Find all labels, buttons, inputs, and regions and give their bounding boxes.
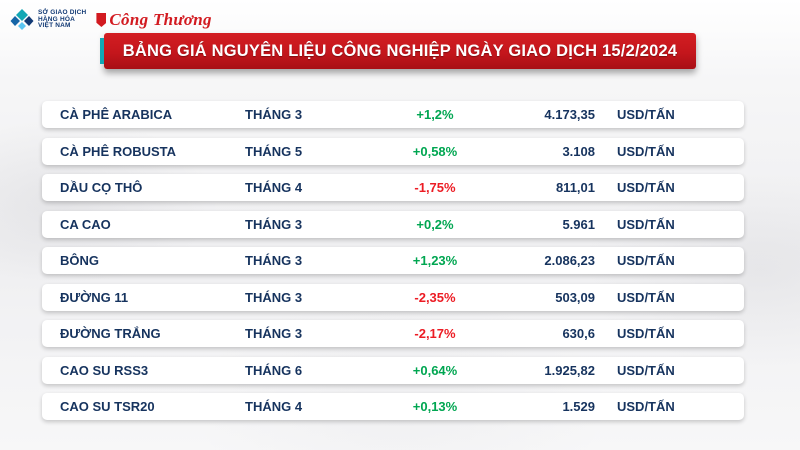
congthuong-logo: Công Thương bbox=[96, 10, 212, 30]
commodity-name: ĐƯỜNG 11 bbox=[60, 289, 129, 305]
banner-accent-bar bbox=[100, 38, 104, 64]
change-percent: -2,35% bbox=[414, 289, 456, 305]
price-value: 3.108 bbox=[562, 143, 595, 159]
contract-month: THÁNG 4 bbox=[245, 399, 303, 414]
mxv-text-line1: SỞ GIAO DỊCH bbox=[38, 8, 87, 16]
mxv-text-line2: HÀNG HÓA bbox=[38, 15, 75, 23]
header-logos: SỞ GIAO DỊCH HÀNG HÓA VIỆT NAM Công Thươ… bbox=[10, 5, 212, 35]
mxv-logo-icon bbox=[10, 9, 34, 30]
commodity-name: BÔNG bbox=[60, 253, 99, 268]
mxv-logo-text: SỞ GIAO DỊCH HÀNG HÓA VIỆT NAM bbox=[38, 8, 87, 30]
change-percent: +0,13% bbox=[412, 399, 458, 414]
table-row: CÀ PHÊ ARABICA THÁNG 3 +1,2% 4.173,35 US… bbox=[42, 101, 744, 128]
change-percent: +0,2% bbox=[416, 216, 454, 232]
table-row: BÔNG THÁNG 3 +1,23% 2.086,23 USD/TẤN bbox=[42, 247, 744, 274]
price-value: 1.529 bbox=[562, 399, 595, 414]
mxv-logo: SỞ GIAO DỊCH HÀNG HÓA VIỆT NAM bbox=[10, 8, 86, 32]
commodity-name: CAO SU TSR20 bbox=[60, 399, 155, 414]
commodity-name: CAO SU RSS3 bbox=[60, 362, 149, 378]
price-unit: USD/TẤN bbox=[617, 216, 675, 232]
price-value: 630,6 bbox=[562, 326, 595, 341]
table-row: ĐƯỜNG 11 THÁNG 3 -2,35% 503,09 USD/TẤN bbox=[42, 283, 744, 311]
table-row: DẦU CỌ THÔ THÁNG 4 -1,75% 811,01 USD/TẤN bbox=[42, 174, 744, 201]
change-percent: -1,75% bbox=[414, 180, 456, 195]
contract-month: THÁNG 3 bbox=[245, 326, 303, 341]
title-banner: BẢNG GIÁ NGUYÊN LIỆU CÔNG NGHIỆP NGÀY GI… bbox=[100, 33, 696, 69]
price-value: 1.925,82 bbox=[544, 362, 595, 378]
contract-month: THÁNG 3 bbox=[245, 216, 303, 232]
contract-month: THÁNG 5 bbox=[245, 143, 303, 159]
price-value: 5.961 bbox=[562, 216, 595, 232]
congthuong-flag-icon bbox=[96, 13, 107, 27]
contract-month: THÁNG 6 bbox=[245, 362, 303, 378]
change-percent: +0,58% bbox=[412, 143, 458, 159]
mxv-text-line3: VIỆT NAM bbox=[38, 22, 71, 30]
congthuong-logo-text: Công Thương bbox=[109, 10, 212, 29]
contract-month: THÁNG 3 bbox=[245, 289, 303, 305]
commodity-name: ĐƯỜNG TRẮNG bbox=[60, 326, 161, 341]
price-value: 503,09 bbox=[555, 289, 595, 305]
change-percent: +1,2% bbox=[416, 107, 454, 122]
change-percent: +0,64% bbox=[412, 362, 458, 378]
price-value: 4.173,35 bbox=[544, 107, 595, 122]
price-unit: USD/TẤN bbox=[617, 180, 675, 195]
price-unit: USD/TẤN bbox=[617, 289, 675, 305]
price-value: 2.086,23 bbox=[544, 253, 595, 268]
price-unit: USD/TẤN bbox=[617, 326, 675, 341]
table-row: CA CAO THÁNG 3 +0,2% 5.961 USD/TẤN bbox=[42, 210, 744, 238]
change-percent: -2,17% bbox=[414, 326, 456, 341]
price-value: 811,01 bbox=[555, 180, 595, 195]
table-row: CAO SU TSR20 THÁNG 4 +0,13% 1.529 USD/TẤ… bbox=[42, 393, 744, 420]
commodity-name: CA CAO bbox=[60, 216, 111, 232]
page-title: BẢNG GIÁ NGUYÊN LIỆU CÔNG NGHIỆP NGÀY GI… bbox=[122, 41, 678, 60]
price-unit: USD/TẤN bbox=[617, 253, 675, 268]
table-row: CÀ PHÊ ROBUSTA THÁNG 5 +0,58% 3.108 USD/… bbox=[42, 137, 744, 165]
price-unit: USD/TẤN bbox=[617, 399, 675, 414]
price-unit: USD/TẤN bbox=[617, 362, 675, 378]
price-unit: USD/TẤN bbox=[617, 143, 675, 159]
contract-month: THÁNG 4 bbox=[245, 180, 303, 195]
price-unit: USD/TẤN bbox=[617, 107, 675, 122]
commodity-name: CÀ PHÊ ROBUSTA bbox=[60, 143, 177, 159]
commodity-name: DẦU CỌ THÔ bbox=[60, 180, 143, 195]
commodity-name: CÀ PHÊ ARABICA bbox=[60, 107, 173, 122]
contract-month: THÁNG 3 bbox=[245, 253, 303, 268]
price-table: CÀ PHÊ ARABICA THÁNG 3 +1,2% 4.173,35 US… bbox=[42, 101, 744, 420]
contract-month: THÁNG 3 bbox=[245, 107, 303, 122]
change-percent: +1,23% bbox=[412, 253, 458, 268]
table-row: CAO SU RSS3 THÁNG 6 +0,64% 1.925,82 USD/… bbox=[42, 356, 744, 384]
table-row: ĐƯỜNG TRẮNG THÁNG 3 -2,17% 630,6 USD/TẤN bbox=[42, 320, 744, 347]
